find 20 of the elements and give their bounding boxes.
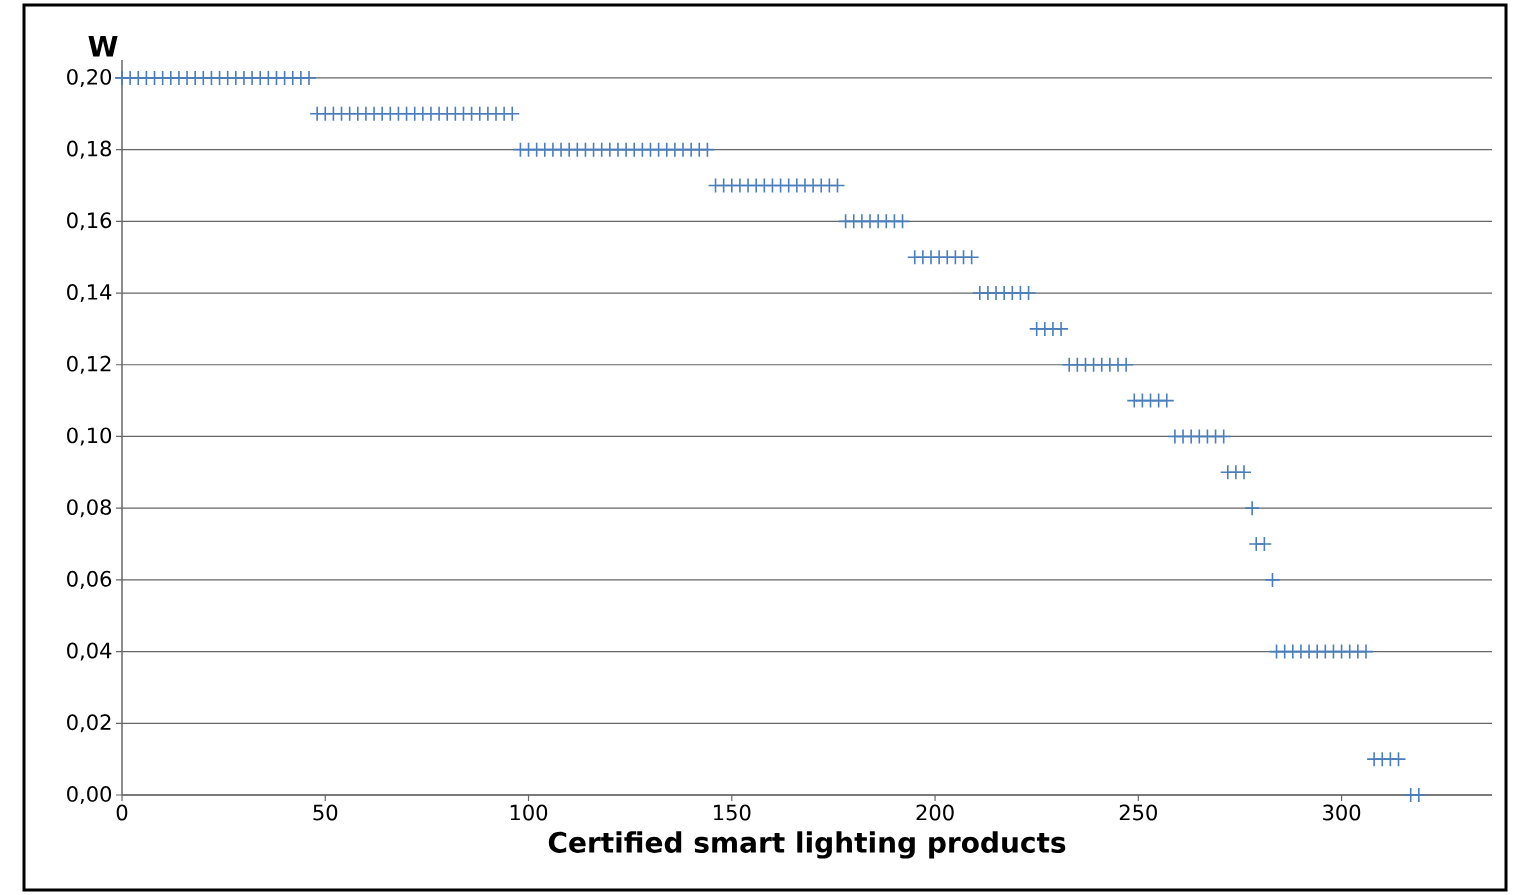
y-tick-label: 0,10 xyxy=(67,427,112,446)
y-tick-label: 0,00 xyxy=(67,785,112,805)
y-tick-label: 0,18 xyxy=(67,140,112,159)
x-axis-title: Certified smart lighting products xyxy=(548,831,1066,859)
y-tick-label: 0,12 xyxy=(67,355,111,374)
y-tick-label: 0,06 xyxy=(67,570,112,589)
x-tick-label: 100 xyxy=(510,804,548,821)
x-tick-label: 200 xyxy=(916,804,954,821)
x-tick-label: 50 xyxy=(313,804,338,821)
y-tick-label: 0,20 xyxy=(67,68,112,87)
y-tick-label: 0,16 xyxy=(67,212,112,231)
y-tick-label: 0,04 xyxy=(67,642,112,661)
x-tick-label: 150 xyxy=(714,804,751,821)
y-tick-label: 0,14 xyxy=(67,284,112,303)
x-tick-label: 250 xyxy=(1119,804,1157,821)
x-tick-label: 300 xyxy=(1323,804,1361,821)
y-axis-title: W xyxy=(88,36,118,57)
y-tick-label: 0,02 xyxy=(67,714,111,733)
x-tick-label: 0 xyxy=(116,804,128,821)
y-tick-label: 0,08 xyxy=(67,499,112,518)
